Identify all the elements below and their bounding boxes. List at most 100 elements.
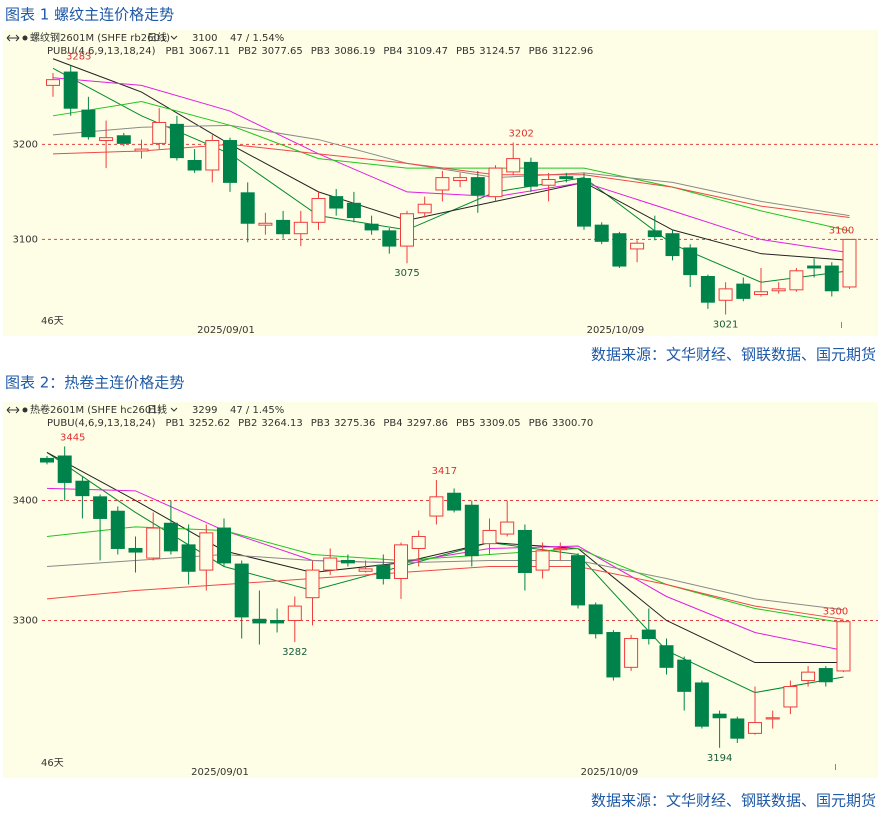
indicator: PUBU(4,6,9,13,18,24)	[47, 46, 156, 57]
candle-body	[647, 230, 662, 238]
candle-body	[712, 713, 727, 719]
ma-line	[52, 101, 850, 232]
legend-value: 3297.86	[407, 418, 448, 429]
legend-name: PB1	[166, 418, 185, 429]
candle-body	[93, 496, 108, 519]
candle-body	[659, 645, 674, 668]
price-change: 47 / 1.45%	[230, 405, 284, 416]
candle-body	[258, 222, 273, 226]
y-tick-label: 3300	[13, 616, 38, 627]
candle-body	[429, 496, 444, 517]
candle-body	[110, 510, 125, 549]
last-price: 3100	[192, 33, 217, 44]
candle-body	[217, 527, 231, 564]
candle-body	[181, 544, 196, 572]
candle-body	[700, 276, 715, 303]
candle-body	[163, 522, 178, 552]
legend-name: PB3	[311, 418, 330, 429]
legend-value: 3077.65	[261, 46, 302, 57]
legend-name: PB4	[383, 418, 402, 429]
candle-body	[287, 605, 302, 622]
candle-body	[588, 604, 603, 635]
legend-name: PB4	[383, 46, 402, 57]
high-annotation: 3202	[508, 128, 533, 139]
legend-name: PB2	[238, 418, 257, 429]
legend-name: PB3	[311, 46, 330, 57]
candle-body	[146, 527, 161, 559]
legend-name: PB6	[529, 418, 548, 429]
candle-body	[276, 219, 291, 235]
candle-body	[500, 521, 515, 535]
candle-body	[464, 504, 479, 557]
candle-body	[783, 686, 798, 708]
candle-body	[358, 568, 373, 572]
y-tick-label: 3400	[13, 495, 38, 506]
instrument: 螺纹钢2601M (SHFE rb2601)	[30, 31, 170, 44]
source-note: 数据来源：文华财经、钢联数据、国元期货	[591, 346, 876, 364]
candle-body	[789, 270, 804, 291]
candle-body	[305, 569, 320, 599]
ma-line	[46, 451, 844, 664]
candle-body	[340, 559, 355, 564]
candle-body	[665, 233, 680, 257]
low-annotation: 3194	[707, 753, 732, 764]
low-annotation: 3282	[282, 647, 307, 658]
low-annotation: 3075	[394, 268, 419, 279]
ma-line	[52, 124, 850, 217]
candle-body	[252, 618, 267, 624]
period: 日线	[147, 403, 167, 416]
chart-title: 图表 2：热卷主连价格走势	[5, 374, 184, 392]
legend-value: 3122.96	[552, 46, 593, 57]
candle-body	[506, 158, 521, 173]
candle-body	[400, 213, 414, 247]
candle-body	[718, 288, 733, 301]
days-label: 46天	[41, 758, 64, 769]
candle-body	[99, 137, 114, 142]
candle-body	[169, 123, 184, 159]
candle-body	[40, 457, 54, 463]
candle-body	[376, 564, 391, 579]
candle-body	[128, 547, 143, 553]
candle-body	[417, 203, 432, 214]
y-tick-label: 3100	[13, 234, 38, 245]
status-dot	[22, 407, 28, 413]
candle-body	[46, 79, 60, 86]
price-change: 47 / 1.54%	[230, 33, 284, 44]
candle-body	[736, 283, 751, 299]
link-icon	[6, 406, 20, 414]
candle-body	[134, 148, 149, 152]
candle-body	[523, 161, 538, 187]
candle-body	[435, 177, 450, 191]
candle-body	[240, 192, 255, 224]
ma-line	[46, 565, 844, 620]
x-tick-label: 2025/09/01	[197, 325, 255, 336]
candle-body	[482, 529, 497, 545]
candle-body	[394, 544, 408, 579]
last-price: 3299	[192, 405, 217, 416]
candle-body	[641, 629, 656, 640]
period: 日线	[147, 31, 167, 44]
candle-body	[81, 109, 96, 138]
candle-body	[346, 202, 361, 219]
candle-body	[624, 638, 639, 668]
legend-name: PB5	[456, 46, 475, 57]
low-annotation: 3021	[713, 320, 738, 331]
candle-body	[824, 265, 839, 292]
candle-body	[630, 242, 645, 250]
candle-body	[594, 224, 609, 242]
candle-body	[75, 480, 90, 497]
candle-body	[364, 223, 379, 231]
candle-body	[270, 620, 285, 624]
legend-value: 3086.19	[334, 46, 375, 57]
legend-name: PB1	[166, 46, 185, 57]
candle-body	[730, 718, 745, 739]
ma-line	[46, 526, 844, 624]
legend-value: 3252.62	[189, 418, 230, 429]
candle-body	[754, 291, 768, 296]
candle-body	[818, 668, 833, 683]
candle-body	[836, 621, 851, 672]
high-annotation: 3417	[432, 466, 457, 477]
candle-body	[205, 140, 220, 171]
candle-body	[765, 717, 780, 720]
candle-body	[470, 177, 485, 196]
